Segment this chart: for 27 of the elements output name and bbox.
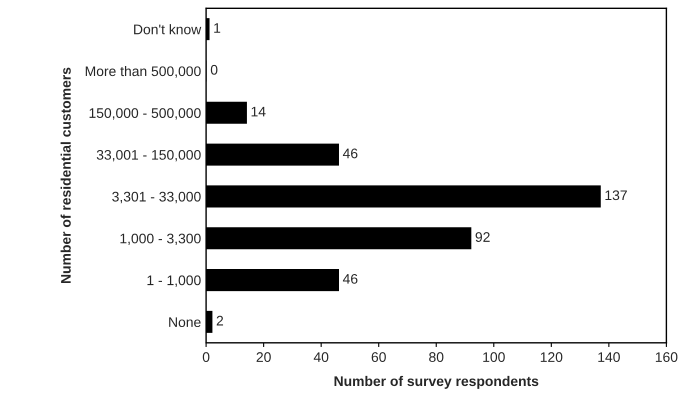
data-label: 14	[252, 106, 266, 116]
data-label: 46	[342, 274, 358, 284]
data-label: 92	[476, 232, 490, 242]
x-tick-label: 120	[540, 352, 562, 362]
x-tick-label: 140	[598, 352, 620, 362]
y-tick-label: None	[169, 317, 201, 328]
y-tick-label: 150,000 - 500,000	[90, 108, 201, 120]
x-tick-label: 80	[429, 352, 444, 362]
y-tick-label: More than 500,000	[86, 66, 201, 78]
x-tick-label: 20	[256, 352, 271, 362]
data-label: 0	[210, 64, 218, 75]
y-tick-label: 3,301 - 33,000	[112, 192, 201, 204]
data-label: 1	[214, 23, 220, 33]
y-axis-title: Number of residential customers	[60, 68, 71, 284]
data-label: 46	[342, 148, 358, 158]
y-tick-label: Don't know	[134, 24, 202, 34]
x-tick-label: 60	[372, 352, 386, 362]
data-label: 2	[216, 316, 224, 326]
y-tick-label: 33,001 - 150,000	[96, 150, 201, 162]
x-tick-label: 100	[483, 352, 505, 362]
x-tick-label: 40	[314, 352, 328, 362]
x-tick-label: 0	[202, 352, 210, 362]
y-tick-label: 1 - 1,000	[147, 275, 201, 287]
x-axis-title: Number of survey respondents	[334, 376, 538, 389]
y-tick-label: 1,000 - 3,300	[120, 234, 201, 246]
x-tick-label: 160	[656, 352, 678, 362]
data-label: 137	[605, 190, 627, 200]
